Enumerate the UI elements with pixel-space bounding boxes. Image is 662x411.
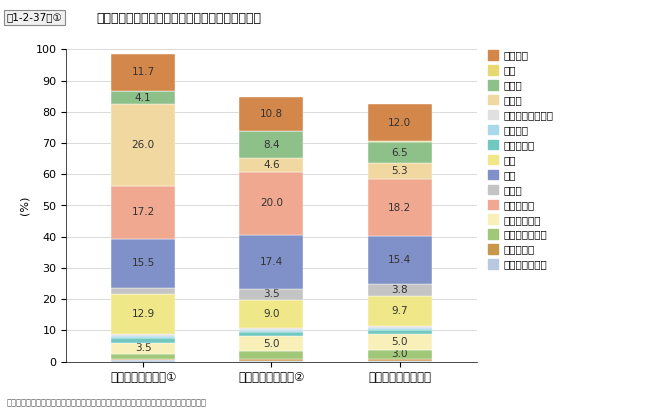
Text: 11.7: 11.7 — [132, 67, 155, 77]
Text: 3.8: 3.8 — [391, 285, 408, 295]
Bar — [367, 236, 432, 284]
Text: 6.5: 6.5 — [391, 148, 408, 157]
Bar — [367, 359, 432, 361]
Text: プラスの参入効果を持つ企業の特徴（業種構成）: プラスの参入効果を持つ企業の特徴（業種構成） — [96, 12, 261, 25]
Text: 26.0: 26.0 — [132, 140, 155, 150]
Bar — [111, 288, 175, 294]
Bar — [111, 334, 175, 336]
Bar — [367, 104, 432, 141]
Text: 15.5: 15.5 — [132, 259, 155, 268]
Bar — [240, 132, 303, 158]
Bar — [367, 296, 432, 326]
Bar — [367, 179, 432, 236]
Text: 17.4: 17.4 — [260, 257, 283, 267]
Bar — [111, 360, 175, 362]
Bar — [240, 131, 303, 132]
Bar — [367, 361, 432, 362]
Y-axis label: (%): (%) — [20, 196, 30, 215]
Text: 10.8: 10.8 — [260, 109, 283, 119]
Bar — [240, 289, 303, 300]
Text: 9.7: 9.7 — [391, 306, 408, 316]
Text: 18.2: 18.2 — [388, 203, 411, 212]
Bar — [367, 350, 432, 359]
Bar — [367, 284, 432, 296]
Bar — [240, 300, 303, 328]
Bar — [111, 104, 175, 185]
Text: 5.0: 5.0 — [263, 339, 279, 349]
Bar — [240, 328, 303, 330]
Bar — [111, 185, 175, 239]
Bar — [240, 235, 303, 289]
Text: 9.0: 9.0 — [263, 309, 279, 319]
Text: 20.0: 20.0 — [260, 199, 283, 208]
Bar — [240, 172, 303, 235]
Bar — [111, 92, 175, 104]
Text: 4.1: 4.1 — [135, 93, 152, 103]
Text: 3.0: 3.0 — [391, 349, 408, 360]
Text: 資料：独立行政法人経済産業研究所「中小企業の新陳代謝に関する分析に係る委託事業」: 資料：独立行政法人経済産業研究所「中小企業の新陳代謝に関する分析に係る委託事業」 — [7, 398, 207, 407]
Bar — [111, 358, 175, 360]
Text: 3.5: 3.5 — [263, 289, 280, 299]
Text: 12.9: 12.9 — [132, 309, 155, 319]
Legend: 農林漁業, 鉱業, 建設業, 製造業, 電気・ガス・水道, 情報通信, 運輸・郵便, 卸売, 小売, 不動産, 宿泊・飲食, 生活サービス, 教育・学習支援, : 農林漁業, 鉱業, 建設業, 製造業, 電気・ガス・水道, 情報通信, 運輸・郵… — [486, 48, 555, 272]
Bar — [111, 343, 175, 354]
Bar — [240, 359, 303, 361]
Bar — [367, 326, 432, 328]
Text: 3.5: 3.5 — [135, 344, 152, 353]
Text: 17.2: 17.2 — [132, 208, 155, 217]
Bar — [367, 330, 432, 334]
Bar — [367, 334, 432, 350]
Bar — [111, 338, 175, 343]
Bar — [240, 361, 303, 362]
Bar — [240, 351, 303, 359]
Bar — [240, 158, 303, 172]
Text: 5.3: 5.3 — [391, 166, 408, 176]
Bar — [367, 141, 432, 142]
Bar — [240, 330, 303, 332]
Text: 8.4: 8.4 — [263, 140, 280, 150]
Text: 5.0: 5.0 — [391, 337, 408, 347]
Bar — [367, 142, 432, 163]
Bar — [367, 163, 432, 179]
Bar — [240, 332, 303, 336]
Bar — [367, 328, 432, 330]
Bar — [111, 294, 175, 334]
Text: 15.4: 15.4 — [388, 255, 411, 265]
Bar — [240, 336, 303, 351]
Bar — [111, 239, 175, 288]
Bar — [111, 336, 175, 338]
Bar — [111, 54, 175, 90]
Text: 4.6: 4.6 — [263, 160, 280, 170]
Bar — [111, 354, 175, 358]
Bar — [111, 90, 175, 92]
Text: 12.0: 12.0 — [388, 118, 411, 128]
Bar — [240, 97, 303, 131]
Text: 第1-2-37図①: 第1-2-37図① — [7, 12, 62, 22]
